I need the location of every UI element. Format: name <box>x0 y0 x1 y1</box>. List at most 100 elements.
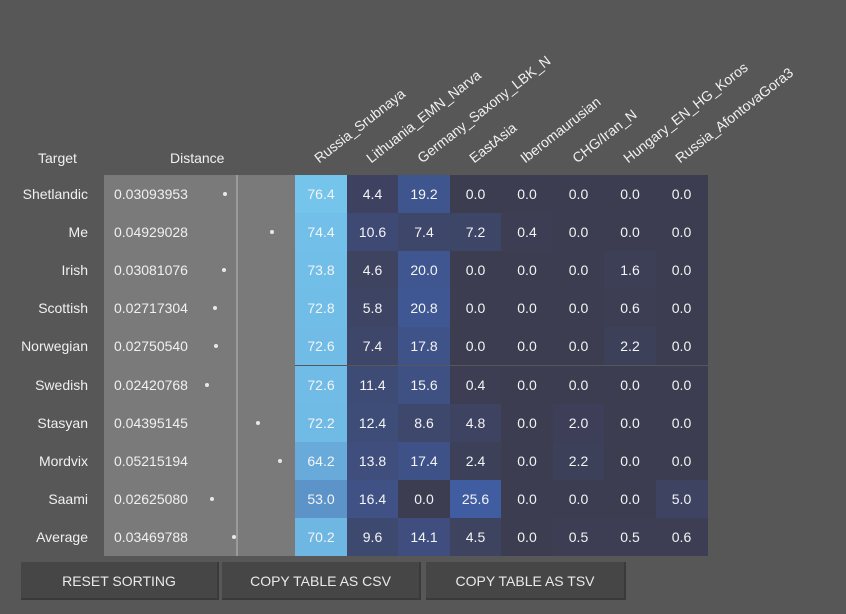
value-cell: 0.0 <box>552 365 605 404</box>
value-cell: 0.0 <box>398 479 450 518</box>
value-cell: 17.4 <box>398 441 450 480</box>
distance-dot <box>205 382 210 387</box>
table-row[interactable]: Norwegian 0.02750540 72.6 7.4 17.8 0.0 0.0 0.0 2… <box>0 327 846 366</box>
row-distance-value: 0.04929028 <box>114 224 188 241</box>
value-cell: 4.8 <box>449 403 502 442</box>
distance-column-header[interactable]: Distance <box>170 150 225 166</box>
value-cell: 0.0 <box>501 403 553 442</box>
value-cell: 0.0 <box>449 175 502 213</box>
value-cell: 0.0 <box>501 365 553 404</box>
value-cell: 0.5 <box>604 517 656 556</box>
value-cell: 74.4 <box>295 213 347 252</box>
table-row[interactable]: Shetlandic 0.03093953 76.4 4.4 19.2 0.0 0.0 0.0… <box>0 175 846 213</box>
value-cell: 76.4 <box>295 175 347 213</box>
row-distance-value: 0.02625080 <box>114 490 188 507</box>
row-distance-value: 0.02717304 <box>114 300 188 317</box>
table-row[interactable]: Mordvix 0.05215194 64.2 13.8 17.4 2.4 0.0 2.2 0.… <box>0 441 846 480</box>
value-cell: 70.2 <box>295 517 347 556</box>
row-distance-value: 0.02750540 <box>114 338 188 355</box>
value-cell: 11.4 <box>346 365 399 404</box>
row-target-label: Mordvix <box>38 452 88 469</box>
value-cell: 0.0 <box>552 289 605 328</box>
row-distance-value: 0.02420768 <box>114 376 188 393</box>
table-row[interactable]: Average 0.03469788 70.2 9.6 14.1 4.5 0.0 0.5 0.5… <box>0 517 846 556</box>
value-cell: 0.0 <box>604 479 656 518</box>
table-row[interactable]: Stasyan 0.04395145 72.2 12.4 8.6 4.8 0.0 2.0 0.0… <box>0 403 846 442</box>
value-cell: 72.6 <box>295 365 347 404</box>
copy-csv-button[interactable]: COPY TABLE AS CSV <box>222 562 421 600</box>
row-distance-value: 0.03081076 <box>114 262 188 279</box>
distance-dot <box>210 496 215 501</box>
row-target-label: Scottish <box>38 300 88 317</box>
distance-dot <box>213 344 218 349</box>
value-cell: 16.4 <box>346 479 399 518</box>
value-cell: 72.2 <box>295 403 347 442</box>
value-cell: 2.4 <box>449 441 502 480</box>
table-row[interactable]: Saami 0.02625080 53.0 16.4 0.0 25.6 0.0 0.0 0.0 5… <box>0 479 846 518</box>
table-row[interactable]: Me 0.04929028 74.4 10.6 7.4 7.2 0.4 0.0 0.0 0.0 <box>0 213 846 252</box>
value-cell: 0.6 <box>655 517 708 556</box>
column-header-0[interactable]: Russia_Srubnaya <box>311 85 409 166</box>
table-row[interactable]: Scottish 0.02717304 72.8 5.8 20.8 0.0 0.0 0.0 0.… <box>0 289 846 328</box>
target-column-header[interactable]: Target <box>38 150 77 166</box>
value-cell: 0.0 <box>501 441 553 480</box>
value-cell: 0.0 <box>552 479 605 518</box>
row-target-label: Me <box>68 224 88 241</box>
value-cell: 2.2 <box>604 327 656 366</box>
row-target-label: Norwegian <box>21 338 88 355</box>
value-cell: 0.0 <box>501 479 553 518</box>
value-cell: 0.0 <box>552 251 605 290</box>
value-cell: 7.2 <box>449 213 502 252</box>
value-cell: 2.2 <box>552 441 605 480</box>
value-cell: 20.0 <box>398 251 450 290</box>
distance-dot <box>222 192 227 196</box>
value-cell: 0.4 <box>501 213 553 252</box>
table-row[interactable]: Irish 0.03081076 73.8 4.6 20.0 0.0 0.0 0.0 1.6 0.… <box>0 251 846 290</box>
value-cell: 0.0 <box>604 365 656 404</box>
value-cell: 0.0 <box>552 213 605 252</box>
value-cell: 0.0 <box>604 403 656 442</box>
row-target-label: Shetlandic <box>22 186 88 202</box>
row-distance-value: 0.04395145 <box>114 414 188 431</box>
value-cell: 0.6 <box>604 289 656 328</box>
value-cell: 0.0 <box>501 517 553 556</box>
value-cell: 1.6 <box>604 251 656 290</box>
row-distance-value: 0.03469788 <box>114 528 188 545</box>
row-distance-value: 0.03093953 <box>114 186 188 202</box>
value-cell: 20.8 <box>398 289 450 328</box>
value-cell: 5.8 <box>346 289 399 328</box>
distance-dot <box>222 268 227 273</box>
table-row[interactable]: Swedish 0.02420768 72.6 11.4 15.6 0.4 0.0 0.0 0.… <box>0 365 846 404</box>
value-cell: 0.0 <box>604 213 656 252</box>
value-cell: 0.0 <box>449 251 502 290</box>
value-cell: 7.4 <box>346 327 399 366</box>
row-target-label: Swedish <box>35 376 88 393</box>
distance-dot <box>232 534 237 539</box>
value-cell: 0.0 <box>655 289 708 328</box>
value-cell: 14.1 <box>398 517 450 556</box>
value-cell: 0.0 <box>655 251 708 290</box>
distance-dot <box>270 230 275 235</box>
value-cell: 0.0 <box>501 327 553 366</box>
value-cell: 2.0 <box>552 403 605 442</box>
value-cell: 0.0 <box>655 175 708 213</box>
value-cell: 4.6 <box>346 251 399 290</box>
value-cell: 12.4 <box>346 403 399 442</box>
row-target-label: Average <box>36 528 88 545</box>
value-cell: 0.0 <box>655 327 708 366</box>
value-cell: 0.0 <box>655 403 708 442</box>
row-distance-value: 0.05215194 <box>114 452 188 469</box>
copy-tsv-button[interactable]: COPY TABLE AS TSV <box>426 562 626 600</box>
value-cell: 0.4 <box>449 365 502 404</box>
reset-sorting-button[interactable]: RESET SORTING <box>21 562 219 600</box>
value-cell: 13.8 <box>346 441 399 480</box>
value-cell: 5.0 <box>655 479 708 518</box>
value-cell: 8.6 <box>398 403 450 442</box>
population-column-headers: Russia_Srubnaya Lithuania_EMN_Narva German… <box>0 0 846 175</box>
value-cell: 9.6 <box>346 517 399 556</box>
value-cell: 0.0 <box>655 441 708 480</box>
value-cell: 0.5 <box>552 517 605 556</box>
distance-dot <box>277 458 282 463</box>
value-cell: 64.2 <box>295 441 347 480</box>
distance-dot <box>212 306 217 311</box>
